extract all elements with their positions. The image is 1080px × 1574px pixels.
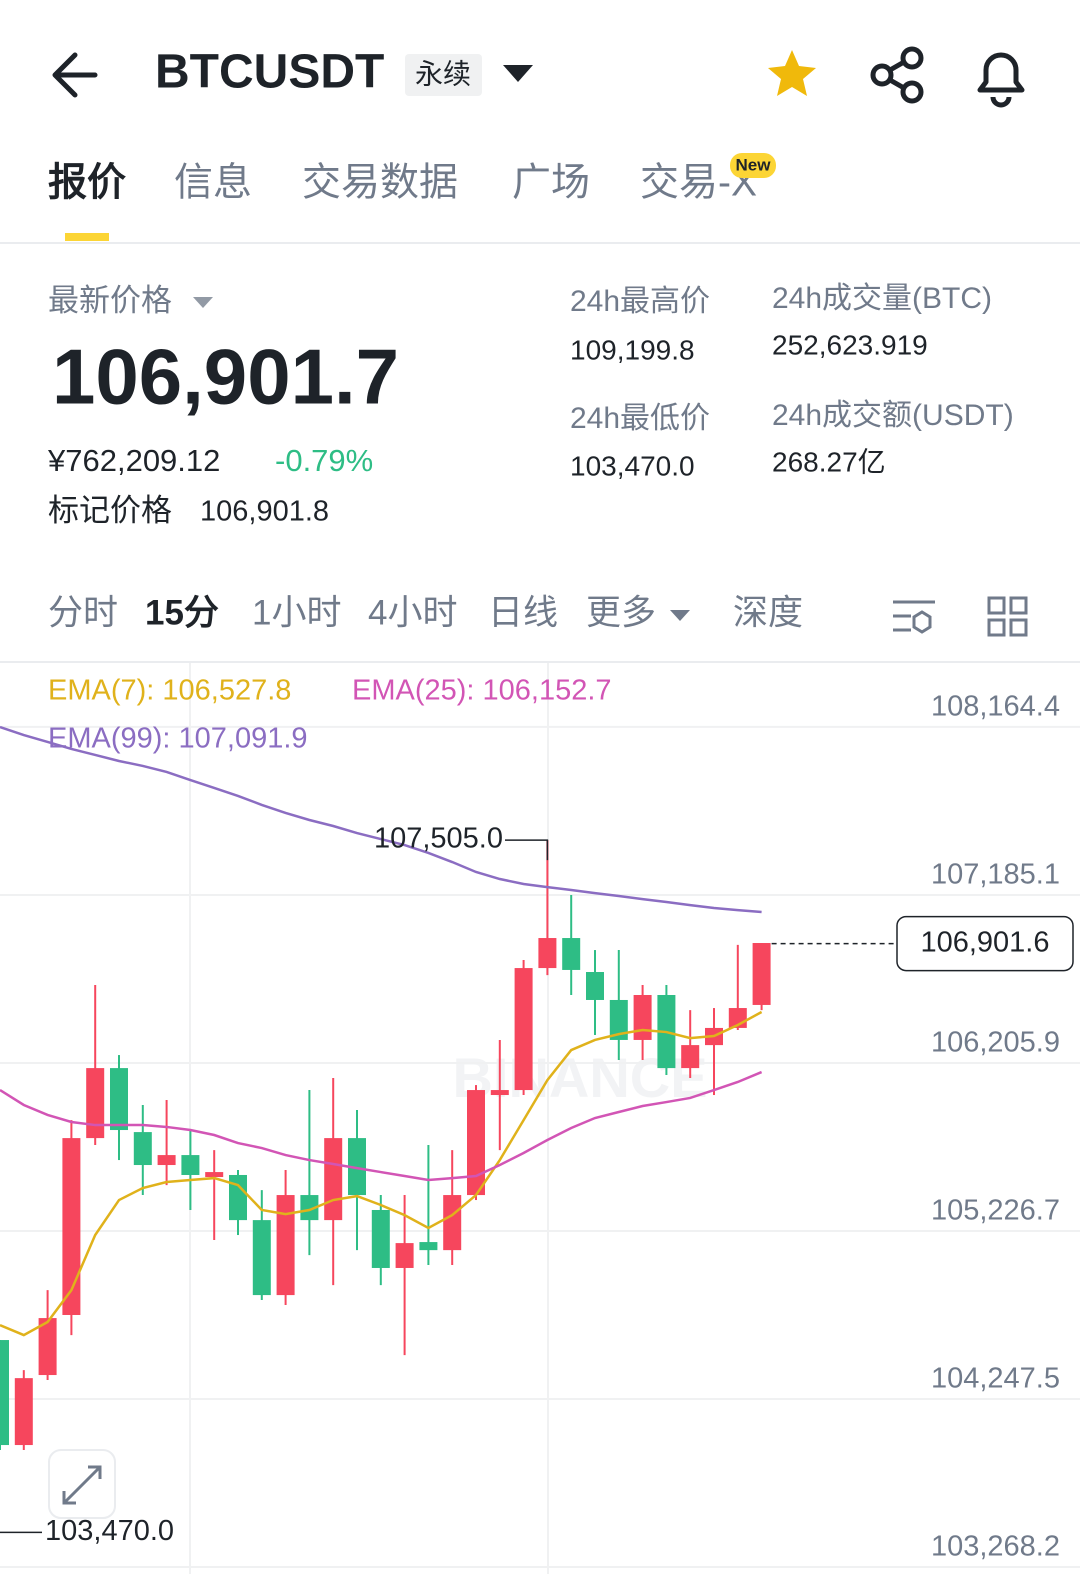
- candle-body: [681, 1045, 700, 1069]
- candle-body: [133, 1132, 152, 1166]
- legend-entry: EMA(25): 106,152.7: [352, 675, 612, 707]
- interval-tab[interactable]: 深度: [733, 593, 803, 632]
- tag-box: [405, 54, 482, 96]
- candle-body: [276, 1195, 295, 1296]
- candle-body: [14, 1378, 33, 1446]
- cny-price: ¥762,209.12: [47, 443, 220, 478]
- interval-tab[interactable]: 日线: [488, 593, 558, 632]
- stat-label: 24h成交额(USDT): [772, 399, 1014, 432]
- candle-body: [395, 1243, 414, 1268]
- indicator-settings[interactable]: [893, 600, 935, 634]
- candle-body: [419, 1242, 438, 1251]
- interval-tab[interactable]: 分时: [48, 593, 118, 632]
- candle-body: [562, 938, 581, 970]
- symbol-title[interactable]: BTCUSDT: [155, 46, 384, 99]
- candle-body: [348, 1138, 366, 1196]
- candle-body: [86, 1068, 105, 1139]
- y-tick-label: 108,164.4: [931, 691, 1060, 723]
- candle-body: [586, 972, 604, 1000]
- y-tick-label: 105,226.7: [931, 1195, 1060, 1227]
- candle-body: [538, 938, 557, 969]
- stat-label: 24h最低价: [570, 402, 710, 435]
- stat-label: 24h成交量(BTC): [772, 282, 992, 315]
- stat-value: 109,199.8: [570, 334, 695, 365]
- expand-button[interactable]: [48, 1449, 116, 1519]
- candle-body: [752, 943, 771, 1005]
- candle-body: [110, 1068, 128, 1131]
- contract-tag: 永续: [415, 58, 471, 89]
- price-label[interactable]: 最新价格: [48, 283, 172, 318]
- candle-body: [514, 968, 533, 1091]
- high-marker-line: [505, 839, 549, 861]
- new-badge: New: [736, 155, 772, 174]
- layout-button[interactable]: [987, 596, 1028, 637]
- last-price-label: 106,901.6: [920, 926, 1049, 958]
- candle-body: [490, 1090, 509, 1096]
- tab[interactable]: 交易数据: [302, 161, 458, 204]
- favorite-star[interactable]: [768, 50, 816, 96]
- legend-entry: EMA(99): 107,091.9: [48, 723, 308, 755]
- mark-price-label: 标记价格: [48, 493, 172, 528]
- candle-body: [0, 1340, 9, 1446]
- candle-body: [205, 1172, 224, 1178]
- candle-body: [633, 994, 652, 1040]
- low-marker-label: 103,470.0: [45, 1515, 174, 1547]
- interval-tab[interactable]: 4小时: [368, 593, 457, 632]
- last-price: 106,901.7: [52, 333, 399, 421]
- active-tab-indicator: [65, 233, 109, 241]
- price-dropdown[interactable]: [193, 297, 213, 308]
- stat-value: 103,470.0: [570, 450, 695, 481]
- interval-tab[interactable]: 更多: [586, 593, 656, 632]
- candle-body: [467, 1090, 485, 1196]
- more-dropdown[interactable]: [670, 610, 690, 621]
- mark-price: 106,901.8: [200, 496, 329, 528]
- candle-body: [609, 999, 628, 1040]
- interval-tab[interactable]: 1小时: [252, 593, 341, 632]
- candle-body: [229, 1174, 247, 1221]
- candle-body: [252, 1220, 271, 1296]
- candle-body: [300, 1195, 319, 1221]
- tab[interactable]: 报价: [48, 161, 126, 204]
- last-price-box: [896, 915, 1074, 972]
- candle-body: [324, 1138, 343, 1221]
- price-change: -0.79%: [275, 443, 373, 478]
- ema-line: [0, 1070, 763, 1182]
- alert-bell[interactable]: [977, 52, 1025, 108]
- ema-line: [0, 1010, 763, 1337]
- y-tick-label: 104,247.5: [931, 1363, 1060, 1395]
- tab[interactable]: 信息: [174, 161, 252, 204]
- candle-body: [62, 1138, 81, 1315]
- candle-body: [181, 1155, 200, 1175]
- ema-line: [0, 725, 762, 914]
- tab[interactable]: 广场: [512, 161, 590, 204]
- new-badge-bg: [730, 153, 776, 178]
- back-button[interactable]: [52, 52, 98, 98]
- candle-body: [443, 1195, 462, 1251]
- y-tick-label: 107,185.1: [931, 859, 1060, 891]
- y-tick-label: 103,268.2: [931, 1531, 1060, 1563]
- stat-value: 252,623.919: [772, 329, 928, 360]
- candle-body: [157, 1155, 176, 1166]
- symbol-dropdown[interactable]: [503, 65, 533, 82]
- stat-label: 24h最高价: [570, 285, 710, 318]
- candle-body: [38, 1318, 57, 1376]
- legend-entry: EMA(7): 106,527.8: [48, 675, 291, 707]
- y-tick-label: 106,205.9: [931, 1027, 1060, 1059]
- interval-tab[interactable]: 15分: [145, 593, 219, 632]
- candle-body: [371, 1209, 390, 1268]
- stat-value: 268.27亿: [772, 446, 886, 477]
- high-marker-label: 107,505.0: [374, 823, 503, 855]
- share-button[interactable]: [870, 46, 924, 104]
